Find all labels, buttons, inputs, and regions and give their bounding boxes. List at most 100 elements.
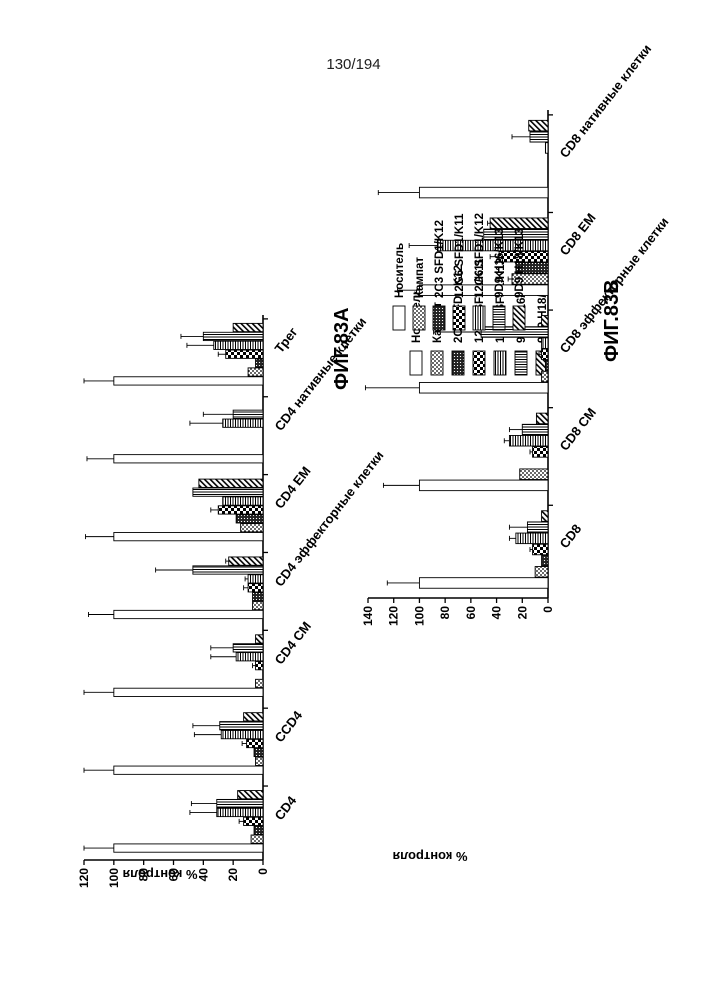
bar-9d9-h16-k13-cd4-нативные-клетки: [233, 410, 263, 418]
bar-9d9-h16-k13-cd4: [217, 799, 263, 807]
y-tick-label: 80: [438, 606, 452, 620]
bar-2c3-sfd1-k12-cd4-эффекторные-клетки: [253, 593, 263, 601]
bar-кампат-cd8: [535, 567, 548, 578]
bar-кампат-ccd4: [256, 757, 263, 765]
category-label: CD8: [557, 521, 585, 551]
category-label: CD8 EM: [557, 210, 599, 258]
category-label: CD4 EM: [272, 464, 314, 512]
category-label: CD4 эффекторные клетки: [272, 448, 387, 589]
bar-12g6-sfd1-k11-cd8: [533, 544, 548, 555]
bar-12g6-sfd1-k12-cd8-нативные-клетки: [545, 143, 548, 154]
legend-swatch-носитель: [410, 351, 422, 375]
category-label: CD4 CM: [272, 619, 315, 668]
bar-носитель-ccd4: [114, 766, 263, 774]
bar-9d9-h18-k13-cd8-cm: [536, 413, 548, 424]
chart-fig-83b: 020406080100120140% контроляCD8CD8 CMCD8…: [361, 41, 672, 864]
y-tick-label: 40: [490, 606, 504, 620]
bar-12g6-sfd1-k12-cd4-cm: [236, 653, 263, 661]
bar-12g6-sfd1-k12-cd4-em: [223, 497, 263, 505]
bar-9d9-h18-k13-cd4: [238, 791, 263, 799]
bar-9d9-h16-k13-cd4-эффекторные-клетки: [193, 566, 263, 574]
y-tick-label: 120: [387, 606, 401, 626]
legend-swatch-12g6-sfd1-k11: [473, 351, 485, 375]
y-tick-label: 140: [361, 606, 375, 626]
bar-кампат-cd8-cm: [520, 469, 548, 480]
category-label: CCD4: [272, 707, 306, 745]
legend-label: 12G6 SFD1/K12: [474, 213, 486, 298]
legend-swatch-2c3-sfd1-k12: [452, 351, 464, 375]
bar-9d9-h18-k13-cd8-em: [490, 218, 548, 229]
bar-9d9-h18-k13-cd8: [542, 511, 548, 522]
bar-12g6-sfd1-k11-cd8-cm: [533, 447, 548, 458]
bar-носитель-cd8-эффекторные-клетки: [419, 382, 548, 393]
legend-label: Кампат: [414, 257, 426, 298]
y-tick-label: 120: [77, 868, 91, 888]
bar-12g6-sfd1-k12-cd8-эффекторные-клетки: [542, 338, 548, 349]
bar-12g6-sfd1-k11-cd4-эффекторные-клетки: [248, 584, 263, 592]
bar-12g6-sfd1-k11-cd4-cm: [256, 662, 263, 670]
y-tick-label: 0: [256, 868, 270, 875]
bar-12g6-sfd1-k12-cd8-cm: [509, 435, 548, 446]
bar-9d9-h18-k13-cd8-эффекторные-клетки: [542, 316, 548, 327]
bar-кампат-cd4: [251, 835, 263, 843]
bar-9d9-h18-k13-cd4-эффекторные-клетки: [229, 557, 263, 565]
bar-12g6-sfd1-k12-ccd4: [221, 730, 263, 738]
bar-2c3-sfd1-k12-трег: [256, 359, 263, 367]
bar-кампат-cd8-эффекторные-клетки: [542, 371, 548, 382]
legend-label: 9D9 H16/K13: [494, 228, 506, 298]
bar-носитель-cd4: [114, 844, 263, 852]
bar-2c3-sfd1-k12-cd4: [254, 826, 263, 834]
bar-12g6-sfd1-k11-cd4: [244, 817, 263, 825]
bar-носитель-cd4-эффекторные-клетки: [114, 610, 263, 618]
bar-носитель-cd4-em: [114, 532, 263, 540]
legend-swatch-кампат: [431, 351, 443, 375]
category-label: CD4: [272, 793, 300, 823]
legend-swatch-кампат: [413, 306, 425, 330]
bar-9d9-h16-k13-ccd4: [220, 722, 263, 730]
y-tick-label: 20: [515, 606, 529, 620]
bar-9d9-h16-k13-cd8-нативные-клетки: [530, 132, 548, 143]
bar-носитель-cd8-нативные-клетки: [419, 187, 548, 198]
bar-12g6-sfd1-k12-cd8: [516, 533, 548, 544]
legend-swatch-носитель: [393, 306, 405, 330]
legend-label: Носитель: [394, 243, 406, 298]
bar-носитель-cd4-cm: [114, 688, 263, 696]
chart-fig-83a: 020406080100120% контроляCD4CCD4CD4 CMCD…: [77, 258, 549, 888]
category-label: CD8 CM: [557, 405, 600, 454]
bar-12g6-sfd1-k11-cd8-эффекторные-клетки: [542, 349, 548, 360]
bar-12g6-sfd1-k12-cd4: [217, 808, 263, 816]
bar-носитель-трег: [114, 377, 263, 385]
bar-2c3-sfd1-k12-cd8: [542, 555, 548, 566]
bar-9d9-h18-k13-ccd4: [244, 713, 263, 721]
category-label: CD8 нативные клетки: [557, 41, 655, 160]
bar-12g6-sfd1-k11-ccd4: [247, 739, 263, 747]
legend-swatch-9d9-h16-k13: [515, 351, 527, 375]
bar-9d9-h18-k13-cd4-em: [199, 479, 263, 487]
bar-9d9-h16-k13-трег: [203, 332, 263, 340]
y-tick-label: 100: [107, 868, 121, 888]
bar-кампат-cd4-em: [241, 524, 263, 532]
bar-носитель-cd4-нативные-клетки: [114, 455, 263, 463]
figure-title: ФИГ.83В: [601, 279, 623, 362]
legend-label: 12G6 SFD1/K11: [454, 213, 466, 298]
y-axis-label: % контроля: [122, 867, 197, 882]
y-tick-label: 0: [541, 606, 555, 613]
bar-9d9-h16-k13-cd4-em: [193, 488, 263, 496]
category-label: Трег: [272, 324, 301, 356]
bar-12g6-sfd1-k12-cd4-эффекторные-клетки: [248, 575, 263, 583]
bar-9d9-h18-k13-cd8-нативные-клетки: [529, 120, 548, 131]
bar-кампат-cd4-cm: [256, 679, 263, 687]
bar-9d9-h16-k13-cd4-cm: [233, 644, 263, 652]
legend-swatch-9d9-h18-k13: [513, 306, 525, 330]
bar-9d9-h16-k13-cd8: [527, 522, 548, 533]
legend-label: 9D9 H18/K13: [514, 228, 526, 298]
bar-кампат-трег: [248, 368, 263, 376]
bar-12g6-sfd1-k11-трег: [226, 350, 263, 358]
legend-swatch-12g6-sfd1-k11: [453, 306, 465, 330]
bar-кампат-cd4-эффекторные-клетки: [253, 601, 263, 609]
legend-swatch-12g6-sfd1-k12: [494, 351, 506, 375]
bar-2c3-sfd1-k12-ccd4: [254, 748, 263, 756]
bar-2c3-sfd1-k12-cd8-эффекторные-клетки: [545, 360, 548, 371]
